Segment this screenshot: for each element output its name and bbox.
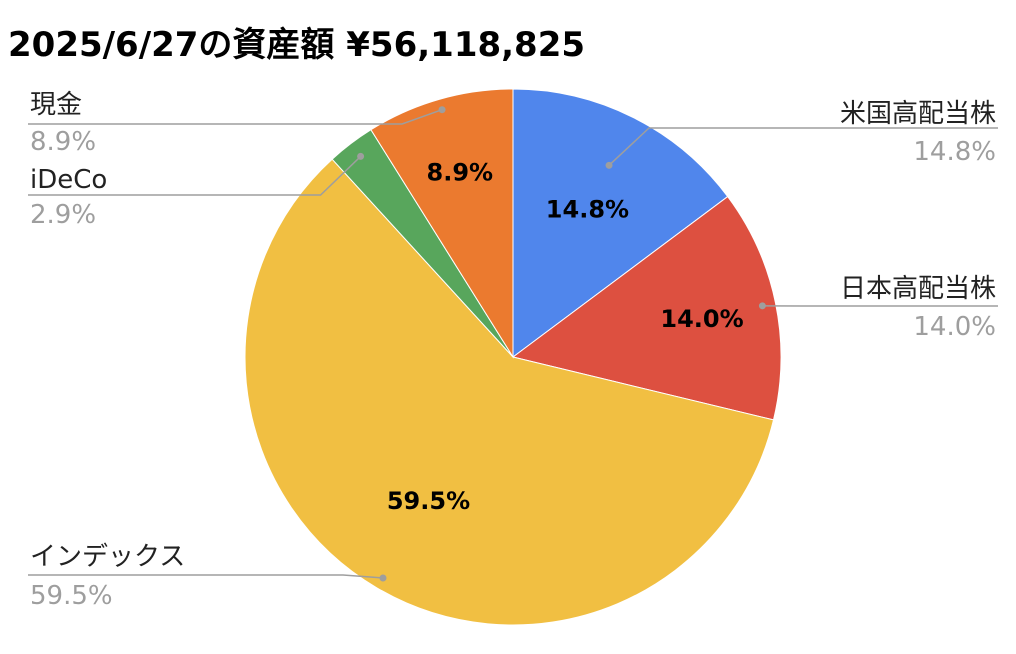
slice-3-leader-line bbox=[28, 575, 383, 578]
slice-5-leader-line bbox=[28, 110, 442, 124]
slice-3-category-label: インデックス bbox=[30, 542, 185, 572]
chart-title: 2025/6/27の資産額 ¥56,118,825 bbox=[8, 25, 585, 65]
slice-4-percent-label: 2.9% bbox=[30, 200, 96, 230]
slice-5-inner-label: 8.9% bbox=[427, 159, 494, 187]
slice-1-category-label: 米国高配当株 bbox=[840, 99, 996, 129]
slice-2-percent-label: 14.0% bbox=[913, 312, 996, 342]
slice-2-inner-label: 14.0% bbox=[660, 305, 743, 333]
slice-4-leader-dot bbox=[357, 153, 364, 160]
slice-1-inner-label: 14.8% bbox=[546, 195, 629, 223]
slice-3-leader-dot bbox=[380, 575, 387, 582]
slice-1-percent-label: 14.8% bbox=[913, 137, 996, 167]
slice-2-category-label: 日本高配当株 bbox=[840, 274, 996, 304]
slice-5-leader-dot bbox=[439, 106, 446, 113]
slice-5-category-label: 現金 bbox=[30, 90, 82, 120]
slice-2-leader-dot bbox=[759, 302, 766, 309]
slice-3-percent-label: 59.5% bbox=[30, 581, 113, 611]
slice-4-category-label: iDeCo bbox=[30, 165, 107, 195]
slice-1-leader-dot bbox=[606, 162, 613, 169]
slice-3-inner-label: 59.5% bbox=[387, 487, 470, 515]
slice-5-percent-label: 8.9% bbox=[30, 127, 96, 157]
slices-layer bbox=[245, 89, 781, 625]
